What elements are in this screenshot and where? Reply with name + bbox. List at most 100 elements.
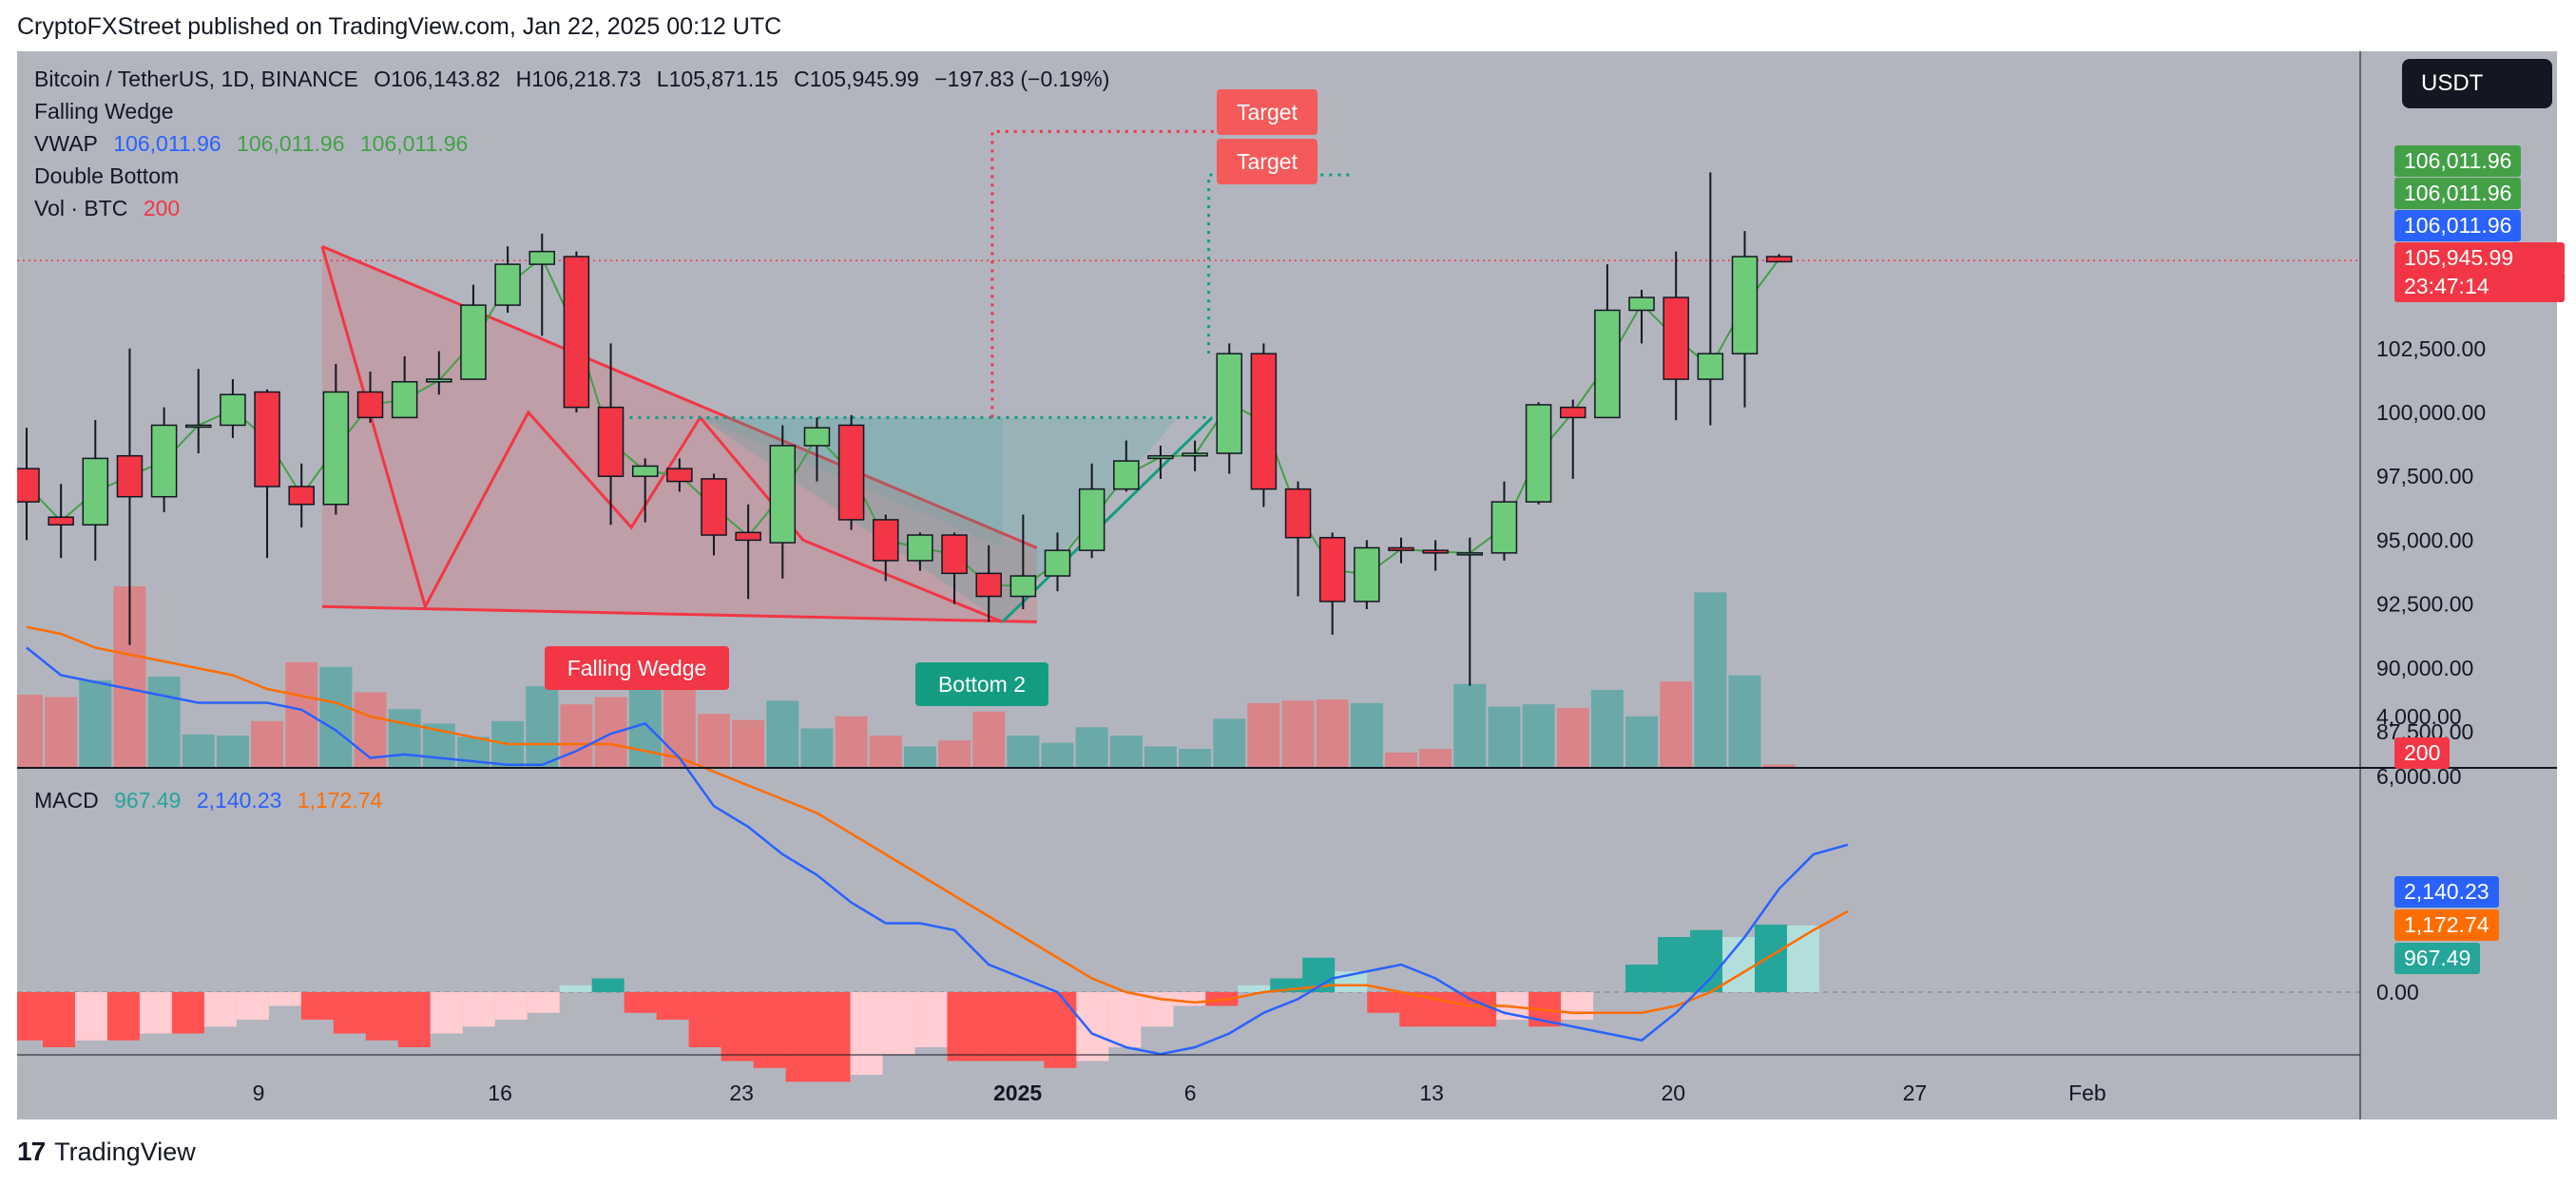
- macd-histogram-bar: [817, 992, 851, 1082]
- volume-bar: [319, 666, 353, 767]
- macd-tick-label: 0.00: [2376, 980, 2419, 1004]
- macd-histogram-bar: [1561, 992, 1594, 1020]
- target-line-2: [1207, 173, 1350, 354]
- candle: [150, 407, 178, 512]
- candle: [1009, 514, 1037, 609]
- candle-body: [941, 534, 968, 575]
- candle: [460, 284, 487, 380]
- macd-main-line: [26, 646, 1849, 1056]
- chart-canvas[interactable]: 102,500.00100,000.0097,500.0095,000.0092…: [17, 51, 2557, 1119]
- falling-wedge-tag[interactable]: Falling Wedge: [545, 646, 729, 690]
- time-tick-label: 9: [253, 1081, 265, 1105]
- legend-low: L105,871.15: [656, 67, 779, 91]
- bottom-2-tag[interactable]: Bottom 2: [915, 662, 1048, 706]
- pattern-overlays: [17, 129, 2360, 623]
- candle-body: [322, 391, 350, 506]
- candle: [597, 343, 625, 526]
- candle: [1594, 264, 1621, 419]
- candle: [426, 351, 452, 395]
- tradingview-logo-icon[interactable]: 17: [17, 1137, 46, 1166]
- legend-falling-wedge[interactable]: Falling Wedge: [34, 99, 174, 124]
- volume-bar: [972, 711, 1006, 767]
- macd-tick-label: 4,000.00: [2376, 704, 2462, 729]
- candle: [1388, 537, 1414, 564]
- volume-bar: [903, 746, 936, 767]
- macd-histogram-bar: [721, 992, 754, 1062]
- candle-body: [666, 468, 693, 483]
- candle-body: [1422, 549, 1449, 554]
- candle: [1354, 540, 1380, 609]
- candle-body: [701, 478, 727, 536]
- volume-bar: [285, 661, 318, 767]
- candle: [322, 363, 350, 515]
- vwap-upper-label: 106,011.96: [2394, 145, 2522, 177]
- target-tag-1[interactable]: Target: [1217, 89, 1317, 135]
- macd-histogram-bar: [106, 992, 140, 1041]
- time-tick-label: Feb: [2068, 1081, 2106, 1105]
- candle-body: [1216, 353, 1242, 454]
- candle: [1044, 532, 1071, 592]
- volume-bar: [800, 728, 834, 767]
- candle: [1216, 343, 1242, 474]
- legend-symbol[interactable]: Bitcoin / TetherUS, 1D, BINANCE: [34, 67, 358, 91]
- macd-histogram-bar: [914, 992, 948, 1047]
- macd-histogram-bar: [397, 992, 431, 1047]
- macd-signal-line: [26, 625, 1849, 1014]
- candle-body: [1147, 454, 1174, 460]
- macd-histogram-bar: [753, 992, 786, 1068]
- volume-bar: [1625, 716, 1659, 767]
- legend-volume-value: 200: [143, 196, 181, 220]
- candle: [837, 414, 865, 530]
- legend-vwap-row[interactable]: VWAP 106,011.96 106,011.96 106,011.96: [34, 131, 477, 157]
- price-tick-label: 95,000.00: [2376, 527, 2473, 552]
- macd-histogram-bar: [171, 992, 204, 1034]
- macd-histogram-bar: [300, 992, 334, 1020]
- tradingview-brand[interactable]: TradingView: [54, 1137, 196, 1166]
- price-tick-label: 100,000.00: [2376, 400, 2486, 425]
- candle: [254, 389, 280, 559]
- volume-bar: [1179, 749, 1212, 767]
- candle-body: [1113, 460, 1140, 490]
- time-tick-label: 27: [1903, 1081, 1928, 1105]
- candle-body: [82, 457, 109, 526]
- legend-volume-row[interactable]: Vol · BTC 200: [34, 196, 189, 221]
- candle: [1182, 440, 1208, 471]
- volume-scale-label: 200: [2394, 737, 2451, 769]
- macd-histogram-bar: [947, 992, 980, 1062]
- legend-macd-row[interactable]: MACD 967.49 2,140.23 1,172.74: [34, 788, 392, 813]
- candle-body: [1078, 488, 1105, 551]
- target-tag-2[interactable]: Target: [1217, 139, 1317, 184]
- candle-body: [1388, 546, 1414, 551]
- time-tick-label: 16: [488, 1081, 512, 1105]
- candle-body: [150, 424, 178, 498]
- wedge-zigzag: [320, 245, 1004, 623]
- macd-histogram-bar: [527, 992, 560, 1013]
- candle-body: [288, 486, 315, 506]
- volume-bar: [79, 679, 112, 767]
- currency-button[interactable]: USDT: [2402, 59, 2552, 108]
- candle: [1078, 463, 1105, 559]
- candle-body: [426, 378, 452, 383]
- macd-histogram-bar: [236, 992, 269, 1020]
- legend-volume-label: Vol · BTC: [34, 196, 128, 220]
- candle-body: [460, 304, 487, 380]
- macd-histogram-bar: [591, 978, 625, 992]
- macd-tick-label: −2,000.00: [2376, 1118, 2474, 1119]
- macd-hist-label: 967.49: [2394, 943, 2481, 974]
- candle-body: [17, 468, 40, 503]
- time-tick-label: 23: [729, 1081, 754, 1105]
- candle-body: [769, 445, 797, 544]
- legend-double-bottom[interactable]: Double Bottom: [34, 163, 180, 188]
- volume-bar: [17, 695, 43, 767]
- macd-histogram-bar: [1754, 924, 1787, 992]
- legend-vwap-value-3: 106,011.96: [359, 131, 469, 156]
- macd-line-label: 2,140.23: [2394, 876, 2499, 908]
- volume-bar: [594, 697, 627, 767]
- legend-symbol-row: Bitcoin / TetherUS, 1D, BINANCE O106,143…: [34, 67, 1119, 92]
- chart-area[interactable]: [17, 51, 2557, 1119]
- macd-histogram-bar: [1658, 937, 1691, 992]
- macd-histogram-bar: [1432, 992, 1465, 1027]
- legend-vwap-label: VWAP: [34, 131, 98, 156]
- candles: [17, 172, 1793, 686]
- macd-histogram-bar: [1367, 992, 1400, 1013]
